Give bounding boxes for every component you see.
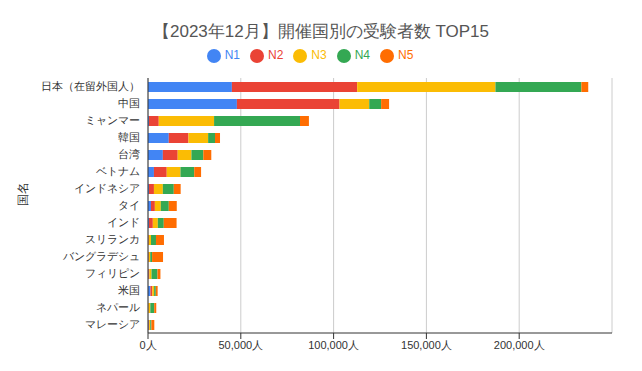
svg-text:ミャンマー: ミャンマー	[85, 114, 140, 126]
svg-text:バングラデシュ: バングラデシュ	[62, 250, 140, 262]
html-text:N3: N3	[311, 48, 327, 62]
html-text:N5: N5	[398, 48, 414, 62]
svg-text:台湾: 台湾	[118, 148, 140, 160]
svg-text:国名: 国名	[16, 182, 30, 206]
svg-text:0人: 0人	[139, 339, 156, 351]
svg-text:米国: 米国	[118, 284, 140, 296]
svg-text:韓国: 韓国	[118, 131, 140, 143]
svg-text:ベトナム: ベトナム	[96, 165, 140, 177]
html-text:N1: N1	[224, 48, 240, 62]
svg-text:スリランカ: スリランカ	[85, 233, 140, 245]
svg-text:インドネシア: インドネシア	[74, 182, 140, 194]
svg-text:インド: インド	[107, 216, 140, 228]
svg-text:タイ: タイ	[118, 199, 140, 211]
svg-text:50,000人: 50,000人	[218, 339, 263, 351]
svg-text:ネパール: ネパール	[96, 301, 140, 313]
html-text:N4: N4	[354, 48, 370, 62]
html-text:N2: N2	[268, 48, 284, 62]
html-text:【2023年12月】開催国別の受験者数 TOP15: 【2023年12月】開催国別の受験者数 TOP15	[153, 22, 489, 41]
svg-text:200,000人: 200,000人	[494, 339, 545, 351]
svg-text:マレーシア: マレーシア	[85, 318, 140, 330]
svg-text:日本（在留外国人）: 日本（在留外国人）	[41, 80, 140, 92]
svg-text:100,000人: 100,000人	[308, 339, 359, 351]
svg-text:150,000人: 150,000人	[401, 339, 452, 351]
svg-text:中国: 中国	[118, 97, 140, 109]
svg-text:フィリピン: フィリピン	[85, 267, 140, 279]
